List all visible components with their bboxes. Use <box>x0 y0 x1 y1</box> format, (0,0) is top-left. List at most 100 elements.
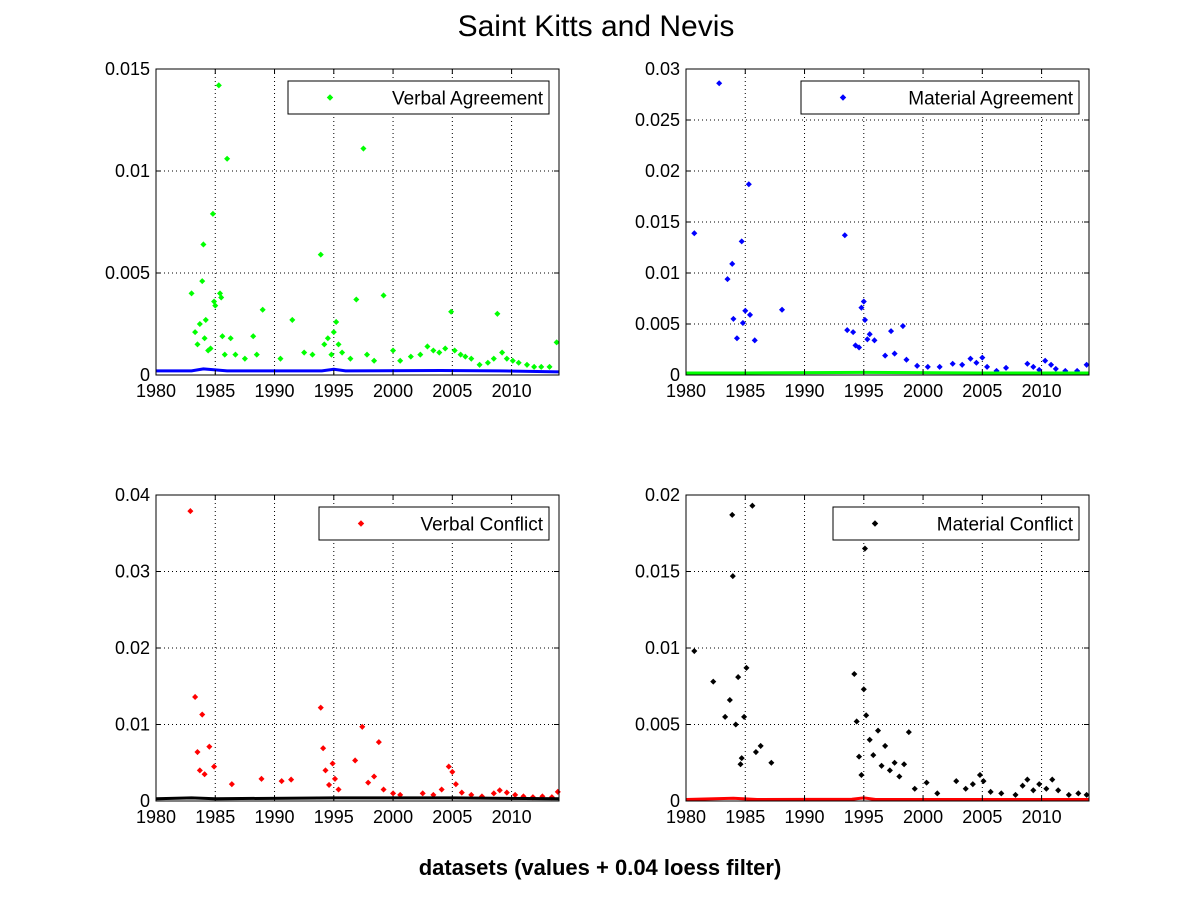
x-tick-label: 2005 <box>432 807 472 827</box>
plot-area <box>156 495 559 801</box>
data-point <box>462 353 469 360</box>
data-point <box>853 718 860 725</box>
data-point <box>436 349 443 356</box>
data-point <box>322 767 329 774</box>
data-point <box>858 304 865 311</box>
figure-title: Saint Kitts and Nevis <box>458 10 735 43</box>
x-tick-label: 1995 <box>844 381 884 401</box>
data-point <box>335 786 342 793</box>
data-point <box>509 357 516 364</box>
data-point <box>861 545 869 552</box>
figure-xlabel: datasets (values + 0.04 loess filter) <box>419 855 782 880</box>
y-tick-label: 0.02 <box>115 638 150 658</box>
data-point <box>870 752 877 759</box>
data-point <box>187 508 194 515</box>
data-point <box>424 343 431 350</box>
data-point <box>1012 791 1019 798</box>
data-point <box>987 788 994 795</box>
data-point <box>200 241 207 248</box>
x-tick-label: 1980 <box>136 381 176 401</box>
data-point <box>903 356 910 363</box>
data-point <box>209 210 216 217</box>
data-point <box>288 776 295 783</box>
data-point <box>417 351 424 358</box>
data-point <box>484 359 491 366</box>
data-point <box>905 729 912 736</box>
data-point <box>856 753 863 760</box>
x-tick-label: 1990 <box>785 381 825 401</box>
data-point <box>207 345 214 352</box>
data-point <box>515 359 522 366</box>
data-point <box>1049 776 1056 783</box>
filter-line <box>685 796 1089 802</box>
x-tick-label: 2000 <box>373 381 413 401</box>
data-point <box>390 790 397 797</box>
data-point <box>553 339 560 346</box>
data-point <box>733 335 740 342</box>
data-point <box>359 723 366 730</box>
data-point <box>691 230 698 237</box>
x-tick-label: 2010 <box>1022 807 1062 827</box>
data-point <box>224 155 231 162</box>
data-point <box>882 352 889 359</box>
data-point <box>457 351 464 358</box>
data-point <box>329 760 336 767</box>
data-point <box>936 363 943 370</box>
legend-marker <box>326 94 334 101</box>
data-point <box>710 678 717 685</box>
legend-box <box>318 506 550 541</box>
x-tick-label: 2000 <box>903 807 943 827</box>
data-point <box>503 355 510 362</box>
data-point <box>347 355 354 362</box>
y-tick-label: 0.005 <box>105 263 150 283</box>
data-point <box>726 696 733 704</box>
legend-marker <box>871 520 879 527</box>
data-point <box>360 145 367 152</box>
data-point <box>201 771 208 778</box>
data-point <box>451 347 458 354</box>
data-point <box>886 767 893 774</box>
data-point <box>301 349 308 356</box>
data-point <box>899 323 906 330</box>
data-point <box>328 351 335 358</box>
x-tick-label: 2005 <box>962 807 1002 827</box>
data-point <box>330 329 337 336</box>
data-point <box>738 755 745 762</box>
data-point <box>554 788 561 795</box>
data-point <box>934 790 941 797</box>
data-point <box>339 349 346 356</box>
data-point <box>752 749 759 756</box>
panel-2: 1980 1985 1990 1995 2000 2005 2010 0 0.005 0.01 0.… <box>635 59 1090 401</box>
filter-line <box>155 796 560 801</box>
data-point <box>969 781 976 788</box>
data-point <box>888 328 895 335</box>
data-point <box>419 790 426 797</box>
data-point <box>751 337 758 344</box>
data-point <box>546 363 553 370</box>
data-point <box>743 664 750 671</box>
data-point <box>691 648 698 655</box>
x-tick-label: 2000 <box>903 381 943 401</box>
x-tick-label: 1985 <box>195 807 235 827</box>
legend-marker <box>357 520 365 527</box>
filter-line <box>686 370 1089 375</box>
plot-area <box>686 69 1089 375</box>
data-point <box>219 333 226 340</box>
data-point <box>320 745 327 752</box>
data-point <box>1065 791 1072 798</box>
data-point <box>742 307 749 314</box>
x-tick-label: 2010 <box>492 381 532 401</box>
panel-3: 1980 1985 1990 1995 2000 2005 2010 0 0.01 0.02 0.0… <box>115 485 561 827</box>
data-point <box>199 711 206 718</box>
data-point <box>745 181 752 188</box>
y-tick-label: 0.015 <box>635 212 680 232</box>
data-point <box>277 355 284 362</box>
data-point <box>448 308 455 315</box>
data-point <box>874 727 882 734</box>
x-tick-label: 1985 <box>195 381 235 401</box>
data-point <box>949 360 956 367</box>
y-tick-label: 0.01 <box>645 638 680 658</box>
data-point <box>735 674 742 681</box>
y-tick-label: 0.015 <box>635 562 680 582</box>
data-point <box>882 742 889 749</box>
